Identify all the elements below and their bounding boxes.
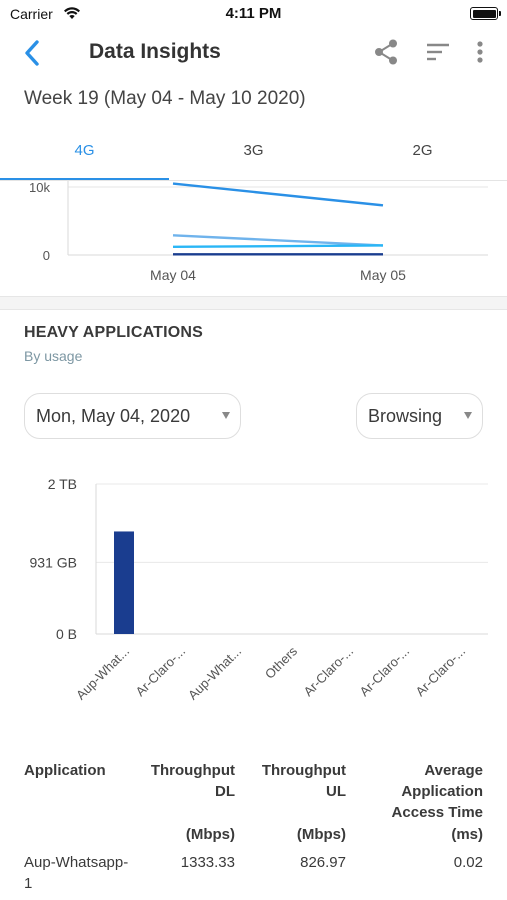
share-icon — [375, 39, 397, 65]
section-title: HEAVY APPLICATIONS — [24, 324, 204, 341]
tab-2g[interactable]: 2G — [412, 142, 433, 159]
table-cell-avg-access-time: 0.02 — [453, 854, 483, 871]
section-separator — [0, 296, 507, 310]
column-unit-throughput-ul: (Mbps) — [296, 826, 346, 843]
carrier-label: Carrier — [10, 6, 53, 22]
category-dropdown[interactable]: Browsing — [356, 393, 483, 439]
x-tick-label: Others — [262, 643, 301, 682]
tab-4g[interactable]: 4G — [74, 142, 95, 159]
section-subtitle: By usage — [24, 348, 83, 364]
wifi-icon — [63, 6, 81, 25]
clock: 4:11 PM — [225, 5, 282, 22]
x-tick-label: May 05 — [360, 267, 406, 283]
x-tick-label: Ar-Claro-... — [413, 644, 469, 700]
chevron-down-icon — [464, 412, 472, 419]
series-line — [172, 182, 384, 207]
chevron-down-icon — [222, 412, 230, 419]
battery-tip — [499, 11, 501, 16]
battery-icon — [470, 7, 498, 20]
y-tick-label: 0 — [43, 248, 50, 263]
sort-button[interactable] — [425, 40, 451, 64]
tab-3g[interactable]: 3G — [243, 142, 264, 159]
bar — [114, 531, 134, 634]
y-tick-label: 931 GB — [30, 554, 77, 570]
share-button[interactable] — [372, 38, 400, 66]
series-line — [172, 244, 384, 249]
back-button[interactable] — [18, 36, 48, 70]
status-bar: Carrier 4:11 PM — [0, 0, 507, 28]
column-header-avg-access-time: Average Application Access Time — [391, 762, 483, 821]
y-tick-label: 10k — [29, 181, 50, 195]
tab-indicator — [0, 178, 169, 180]
category-dropdown-value: Browsing — [368, 406, 443, 426]
tabs-divider — [0, 180, 507, 181]
table-cell-throughput-dl: 1333.33 — [180, 854, 235, 871]
table-cell-throughput-ul: 826.97 — [300, 854, 346, 871]
column-unit-avg-access-time: (ms) — [451, 826, 483, 843]
column-header-application: Application — [24, 762, 106, 779]
date-dropdown[interactable]: Mon, May 04, 2020 — [24, 393, 241, 439]
column-header-throughput-dl: Throughput DL — [150, 762, 235, 800]
line-chart: 10k 0 May 04 May 05 — [29, 181, 488, 283]
table-cell-application: Aup-Whatsapp-1 — [24, 854, 129, 892]
y-tick-label: 2 TB — [48, 476, 77, 492]
y-tick-label: 0 B — [56, 626, 77, 642]
sort-icon — [427, 43, 449, 61]
network-tabs: 4G 3G 2G — [0, 130, 507, 180]
x-tick-label: May 04 — [150, 267, 196, 283]
week-label: Week 19 (May 04 - May 10 2020) — [24, 88, 306, 109]
x-tick-label: Aup-What... — [73, 644, 132, 703]
x-tick-label: Ar-Claro-... — [357, 644, 413, 700]
chevron-left-icon — [25, 40, 39, 66]
x-tick-label: Ar-Claro-... — [133, 644, 189, 700]
more-button[interactable] — [470, 38, 490, 66]
more-vertical-icon — [477, 41, 483, 63]
series-line — [172, 234, 384, 247]
column-header-throughput-ul: Throughput UL — [261, 762, 346, 800]
x-tick-label: Aup-What... — [185, 644, 244, 703]
column-unit-throughput-dl: (Mbps) — [185, 826, 235, 843]
page-title: Data Insights — [89, 40, 221, 63]
x-tick-label: Ar-Claro-... — [301, 644, 357, 700]
date-dropdown-value: Mon, May 04, 2020 — [36, 406, 191, 426]
